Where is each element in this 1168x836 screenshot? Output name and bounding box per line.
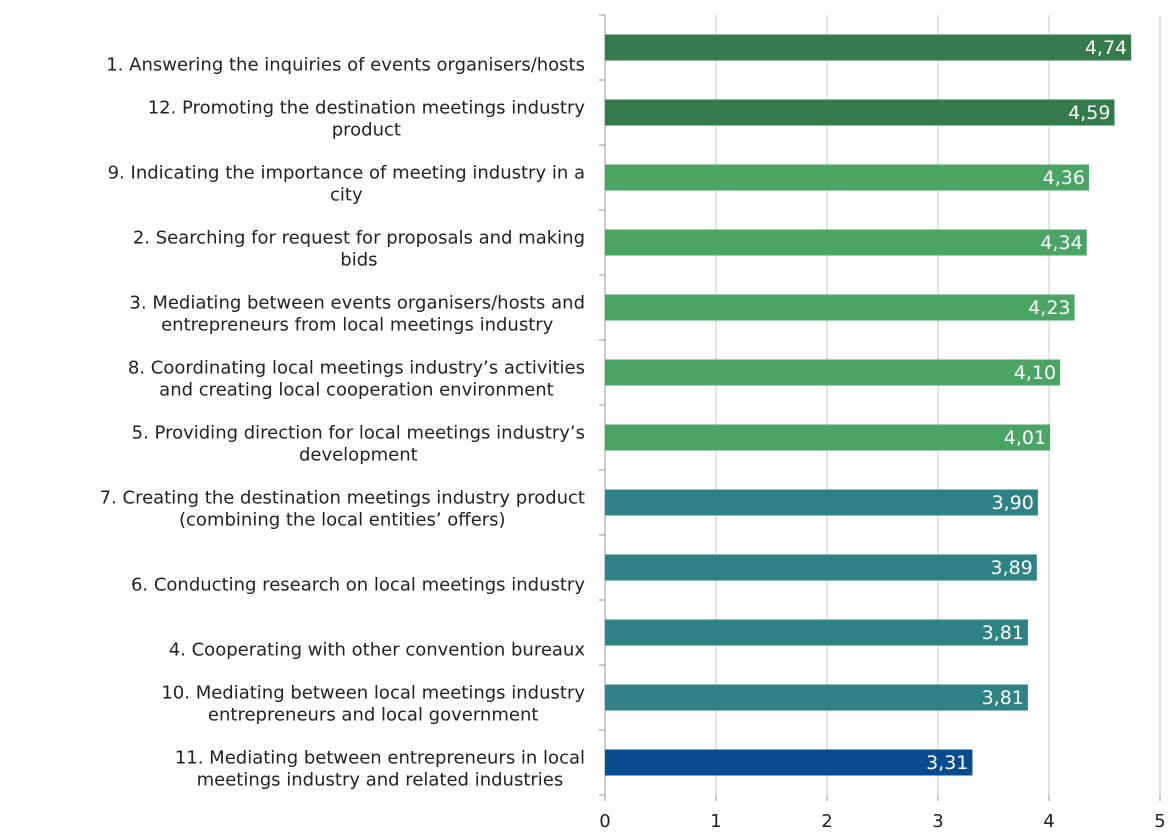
y-tick-label: 6. Conducting research on local meetings… [131, 575, 585, 596]
value-label: 4,23 [1028, 297, 1070, 319]
x-tick-label: 1 [710, 811, 721, 832]
value-label: 3,81 [982, 687, 1024, 709]
y-tick-label: 2. Searching for request for proposals a… [133, 228, 585, 249]
y-tick-label: 8. Coordinating local meetings industry’… [128, 358, 585, 379]
value-label: 3,90 [992, 492, 1034, 514]
x-tick-label: 3 [932, 811, 943, 832]
x-tick-label: 5 [1154, 811, 1165, 832]
value-label: 3,31 [926, 752, 968, 774]
y-tick-label: and creating local cooperation environme… [159, 380, 554, 401]
bar [605, 749, 973, 776]
value-label: 4,74 [1085, 37, 1127, 59]
bar [605, 99, 1115, 126]
bar [605, 294, 1075, 321]
y-tick-label: 7. Creating the destination meetings ind… [100, 488, 585, 509]
value-label: 4,59 [1068, 102, 1110, 124]
y-tick-label: bids [340, 250, 377, 271]
y-tick-label: city [330, 185, 363, 206]
bar [605, 359, 1061, 386]
y-tick-label: 10. Mediating between local meetings ind… [161, 683, 585, 704]
x-tick-label: 4 [1043, 811, 1054, 832]
y-tick-label: development [299, 445, 418, 466]
x-tick-label: 2 [821, 811, 832, 832]
value-label: 4,36 [1043, 167, 1085, 189]
value-label: 3,89 [990, 557, 1032, 579]
y-tick-label: entrepreneurs and local government [208, 705, 539, 726]
y-tick-label: (combining the local entities’ offers) [179, 510, 506, 531]
value-label: 4,01 [1004, 427, 1046, 449]
y-tick-label: 5. Providing direction for local meeting… [132, 423, 585, 444]
value-label: 4,34 [1040, 232, 1082, 254]
value-label: 3,81 [982, 622, 1024, 644]
bar [605, 684, 1028, 711]
y-tick-label: meetings industry and related industries [197, 770, 564, 791]
y-tick-label: 1. Answering the inquiries of events org… [106, 55, 585, 76]
x-tick-label: 0 [599, 811, 610, 832]
bar [605, 619, 1028, 646]
bar [605, 164, 1089, 191]
value-label: 4,10 [1014, 362, 1056, 384]
y-tick-label: 4. Cooperating with other convention bur… [169, 640, 586, 661]
bar [605, 489, 1038, 516]
bar [605, 554, 1037, 581]
y-tick-label: product [332, 120, 401, 141]
bar [605, 424, 1051, 451]
y-tick-label: 11. Mediating between entrepreneurs in l… [175, 748, 585, 769]
bar [605, 34, 1132, 61]
y-tick-label: 3. Mediating between events organisers/h… [129, 293, 585, 314]
y-tick-label: entrepreneurs from local meetings indust… [161, 315, 554, 336]
bar [605, 229, 1087, 256]
y-tick-label: 12. Promoting the destination meetings i… [148, 98, 586, 119]
y-tick-label: 9. Indicating the importance of meeting … [108, 163, 585, 184]
